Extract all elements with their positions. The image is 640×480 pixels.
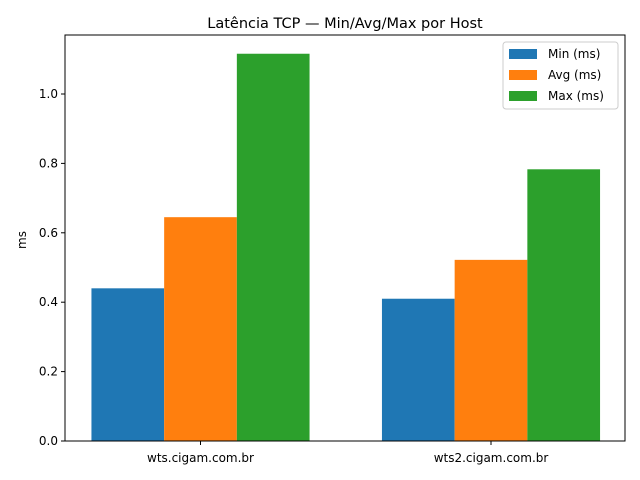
bar-1-1 — [91, 288, 165, 441]
bar-2-1 — [164, 217, 237, 441]
bar-3-1 — [236, 53, 310, 441]
x-axis: wts.cigam.com.br wts2.cigam.com.br — [147, 441, 548, 465]
y-axis-label: ms — [15, 231, 29, 249]
bar-2-2 — [454, 259, 528, 441]
bar-3-2 — [527, 169, 601, 442]
y-tick-label: 0.0 — [39, 434, 58, 448]
y-axis: 0.0 0.2 0.4 0.6 0.8 1.0 — [39, 87, 65, 448]
chart-title: Latência TCP — Min/Avg/Max por Host — [207, 16, 483, 32]
legend-label: Min (ms) — [548, 47, 600, 61]
legend: Min (ms) Avg (ms) Max (ms) — [502, 41, 619, 110]
legend-label: Max (ms) — [548, 89, 604, 103]
y-tick-label: 1.0 — [39, 87, 58, 101]
legend-swatch — [509, 49, 537, 59]
x-tick-label: wts.cigam.com.br — [147, 451, 254, 465]
bar-1-2 — [381, 298, 455, 441]
legend-label: Avg (ms) — [548, 68, 601, 82]
plot-frame — [64, 34, 626, 442]
legend-swatch — [509, 70, 537, 80]
y-tick-label: 0.6 — [39, 226, 58, 240]
y-tick-label: 0.8 — [39, 156, 58, 170]
x-tick-label: wts2.cigam.com.br — [434, 451, 549, 465]
legend-swatch — [509, 91, 537, 101]
y-tick-label: 0.4 — [39, 295, 58, 309]
y-tick-label: 0.2 — [39, 365, 58, 379]
bars-group — [91, 53, 601, 442]
